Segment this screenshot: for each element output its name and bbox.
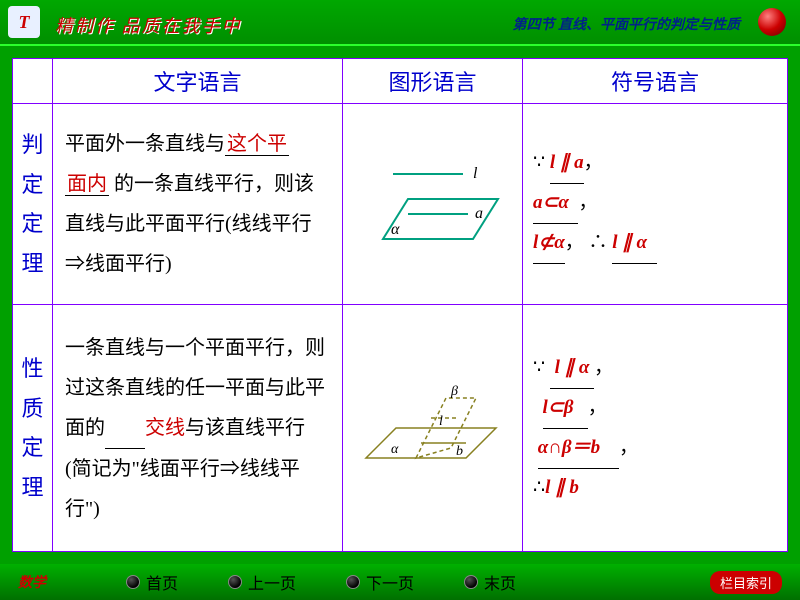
sym-text: l ∥ α xyxy=(555,357,590,378)
index-button[interactable]: 栏目索引 xyxy=(710,571,782,594)
table-row: 判定定理 平面外一条直线与这个平面内 的一条直线平行，则该直线与此平面平行(线线… xyxy=(13,104,788,305)
svg-text:β: β xyxy=(450,384,458,399)
header-empty xyxy=(13,59,53,104)
dot-icon xyxy=(126,575,140,589)
dot-icon xyxy=(464,575,478,589)
fill-in-blank: 面内 xyxy=(65,173,109,196)
content-area: 文字语言 图形语言 符号语言 判定定理 平面外一条直线与这个平面内 的一条直线平… xyxy=(12,58,788,552)
svg-text:b: b xyxy=(456,444,463,459)
desc-property: 一条直线与一个平面平行，则过这条直线的任一平面与此平面的 交线与该直线平行(简记… xyxy=(53,305,343,552)
nav-label: 上一页 xyxy=(248,570,296,594)
dot-icon xyxy=(228,575,242,589)
sym-text: a⊂α xyxy=(533,192,569,213)
diagram-determination: l a α xyxy=(343,104,523,305)
nav-next[interactable]: 下一页 xyxy=(346,570,414,594)
globe-icon xyxy=(758,8,786,36)
desc-determination: 平面外一条直线与这个平面内 的一条直线平行，则该直线与此平面平行(线线平行⇒线面… xyxy=(53,104,343,305)
theorem-table: 文字语言 图形语言 符号语言 判定定理 平面外一条直线与这个平面内 的一条直线平… xyxy=(12,58,788,552)
fill-in-blank: 交线 xyxy=(145,417,185,439)
intersecting-planes-icon: β l b α xyxy=(351,363,521,493)
svg-text:l: l xyxy=(439,414,443,429)
header-bar: T 精制作 品质在我手中 第四节 直线、平面平行的判定与性质 xyxy=(0,0,800,46)
footer-subject: 数学 xyxy=(18,572,46,592)
row-label-property: 性质定理 xyxy=(13,305,53,552)
symbol-determination: ∵ l ∥ a ， a⊂α ， l⊄α， ∴ l ∥ α xyxy=(523,104,788,305)
nav-last[interactable]: 末页 xyxy=(464,570,516,594)
svg-text:α: α xyxy=(391,442,399,457)
nav-label: 首页 xyxy=(146,570,178,594)
sym-text: l ∥ a xyxy=(550,152,584,173)
sym-text: l⊂β xyxy=(543,397,574,418)
sym-text: l ∥ α xyxy=(612,232,647,253)
diagram-property: β l b α xyxy=(343,305,523,552)
nav-prev[interactable]: 上一页 xyxy=(228,570,296,594)
parallelogram-icon: l a α xyxy=(353,144,513,264)
table-header-row: 文字语言 图形语言 符号语言 xyxy=(13,59,788,104)
header-symbol-lang: 符号语言 xyxy=(523,59,788,104)
desc-text: 平面外一条直线与 xyxy=(65,133,225,155)
sym-text: l ∥ b xyxy=(545,477,579,498)
nav-label: 下一页 xyxy=(366,570,414,594)
svg-text:l: l xyxy=(473,165,478,182)
blank-underline xyxy=(105,408,145,449)
symbol-property: ∵ l ∥ α ， l⊂β ， α∩β＝b ， ∴l ∥ b xyxy=(523,305,788,552)
svg-text:α: α xyxy=(391,221,400,238)
footer-bar: 数学 首页 上一页 下一页 末页 栏目索引 xyxy=(0,564,800,600)
header-text-lang: 文字语言 xyxy=(53,59,343,104)
logo: T xyxy=(8,6,40,38)
table-row: 性质定理 一条直线与一个平面平行，则过这条直线的任一平面与此平面的 交线与该直线… xyxy=(13,305,788,552)
header-figure-lang: 图形语言 xyxy=(343,59,523,104)
fill-in-blank: 这个平 xyxy=(225,133,289,156)
chapter-title: 第四节 直线、平面平行的判定与性质 xyxy=(513,14,741,34)
sym-text: l⊄α xyxy=(533,232,565,253)
slogan-text: 精制作 品质在我手中 xyxy=(55,12,242,38)
nav-label: 末页 xyxy=(484,570,516,594)
sym-text: α∩β＝b xyxy=(538,437,600,458)
nav-group: 首页 上一页 下一页 末页 xyxy=(126,570,516,594)
nav-home[interactable]: 首页 xyxy=(126,570,178,594)
svg-text:a: a xyxy=(475,205,483,222)
dot-icon xyxy=(346,575,360,589)
row-label-determination: 判定定理 xyxy=(13,104,53,305)
